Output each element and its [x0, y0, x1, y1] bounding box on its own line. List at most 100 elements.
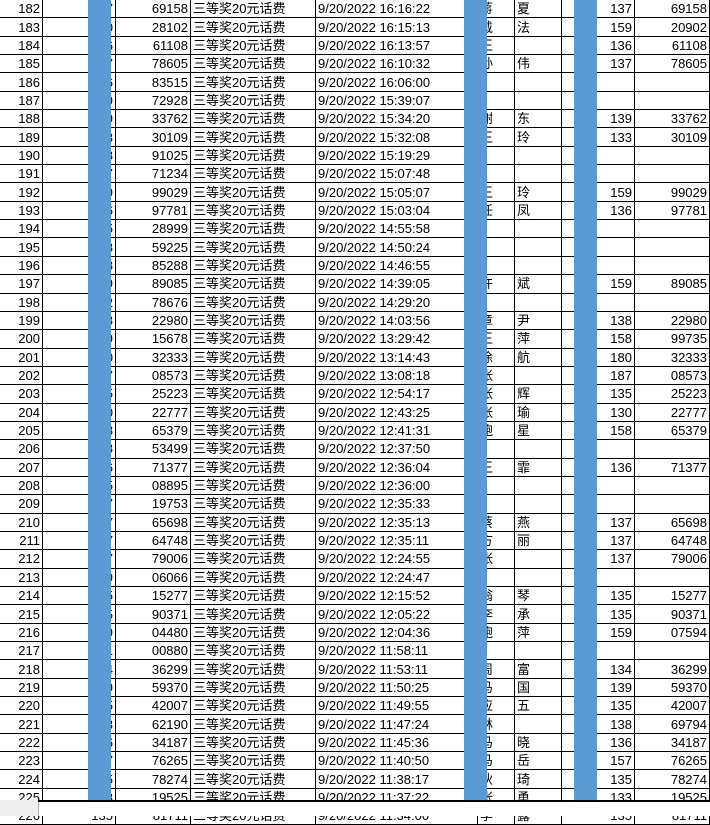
- cell-phone-suffix-2[interactable]: 33762: [635, 110, 710, 128]
- cell-timestamp[interactable]: 9/20/2022 12:04:36: [316, 623, 478, 641]
- cell-phone-prefix-2[interactable]: 130: [562, 403, 635, 421]
- cell-given-name[interactable]: 五: [515, 697, 562, 715]
- cell-phone-suffix[interactable]: 19753: [116, 495, 191, 513]
- cell-timestamp[interactable]: 9/20/2022 11:49:55: [316, 697, 478, 715]
- cell-phone-prefix-2[interactable]: [562, 568, 635, 586]
- cell-phone-suffix[interactable]: 00880: [116, 642, 191, 660]
- cell-prize[interactable]: 三等奖20元话费: [191, 531, 316, 549]
- cell-phone-suffix[interactable]: 78676: [116, 293, 191, 311]
- cell-timestamp[interactable]: 9/20/2022 12:24:55: [316, 550, 478, 568]
- cell-given-name[interactable]: 凤: [515, 201, 562, 219]
- cell-phone-prefix-2[interactable]: 158: [562, 421, 635, 439]
- cell-phone-suffix-2[interactable]: 90371: [635, 605, 710, 623]
- cell-phone-suffix-2[interactable]: [635, 568, 710, 586]
- cell-phone-suffix-2[interactable]: [635, 256, 710, 274]
- cell-phone-prefix-2[interactable]: 135: [562, 697, 635, 715]
- cell-prize[interactable]: 三等奖20元话费: [191, 440, 316, 458]
- cell-phone-prefix-2[interactable]: 159: [562, 183, 635, 201]
- cell-given-name[interactable]: [515, 495, 562, 513]
- cell-prize[interactable]: 三等奖20元话费: [191, 0, 316, 18]
- cell-phone-suffix[interactable]: 69158: [116, 0, 191, 18]
- cell-phone-suffix[interactable]: 61108: [116, 36, 191, 54]
- cell-timestamp[interactable]: 9/20/2022 11:50:25: [316, 678, 478, 696]
- cell-phone-prefix-2[interactable]: 137: [562, 550, 635, 568]
- cell-phone-suffix[interactable]: 25223: [116, 385, 191, 403]
- cell-prize[interactable]: 三等奖20元话费: [191, 55, 316, 73]
- cell-phone-suffix-2[interactable]: [635, 495, 710, 513]
- cell-given-name[interactable]: [515, 91, 562, 109]
- cell-timestamp[interactable]: 9/20/2022 16:16:22: [316, 0, 478, 18]
- cell-given-name[interactable]: [515, 146, 562, 164]
- cell-phone-prefix-2[interactable]: [562, 73, 635, 91]
- cell-given-name[interactable]: 玲: [515, 183, 562, 201]
- cell-phone-prefix-2[interactable]: [562, 256, 635, 274]
- cell-timestamp[interactable]: 9/20/2022 11:58:11: [316, 642, 478, 660]
- cell-phone-prefix-2[interactable]: 135: [562, 385, 635, 403]
- cell-given-name[interactable]: 玲: [515, 128, 562, 146]
- cell-phone-prefix-2[interactable]: [562, 91, 635, 109]
- cell-timestamp[interactable]: 9/20/2022 15:34:20: [316, 110, 478, 128]
- cell-phone-suffix[interactable]: 72928: [116, 91, 191, 109]
- cell-phone-prefix-2[interactable]: 134: [562, 660, 635, 678]
- cell-given-name[interactable]: 丽: [515, 531, 562, 549]
- cell-phone-prefix-2[interactable]: 138: [562, 311, 635, 329]
- cell-given-name[interactable]: [515, 550, 562, 568]
- cell-phone-suffix-2[interactable]: 07594: [635, 623, 710, 641]
- cell-timestamp[interactable]: 9/20/2022 14:39:05: [316, 275, 478, 293]
- cell-given-name[interactable]: 琦: [515, 770, 562, 788]
- cell-prize[interactable]: 三等奖20元话费: [191, 733, 316, 751]
- cell-phone-suffix[interactable]: 15678: [116, 330, 191, 348]
- cell-phone-suffix[interactable]: 42007: [116, 697, 191, 715]
- cell-phone-suffix-2[interactable]: [635, 293, 710, 311]
- cell-phone-prefix-2[interactable]: [562, 476, 635, 494]
- cell-prize[interactable]: 三等奖20元话费: [191, 678, 316, 696]
- cell-prize[interactable]: 三等奖20元话费: [191, 587, 316, 605]
- cell-timestamp[interactable]: 9/20/2022 15:32:08: [316, 128, 478, 146]
- cell-phone-prefix-2[interactable]: 137: [562, 531, 635, 549]
- cell-phone-prefix-2[interactable]: 159: [562, 18, 635, 36]
- cell-phone-suffix[interactable]: 91025: [116, 146, 191, 164]
- cell-phone-suffix-2[interactable]: [635, 440, 710, 458]
- cell-prize[interactable]: 三等奖20元话费: [191, 715, 316, 733]
- cell-phone-suffix-2[interactable]: [635, 476, 710, 494]
- cell-phone-suffix[interactable]: 53499: [116, 440, 191, 458]
- cell-timestamp[interactable]: 9/20/2022 12:37:50: [316, 440, 478, 458]
- cell-prize[interactable]: 三等奖20元话费: [191, 18, 316, 36]
- cell-given-name[interactable]: [515, 256, 562, 274]
- cell-prize[interactable]: 三等奖20元话费: [191, 220, 316, 238]
- cell-phone-suffix[interactable]: 99029: [116, 183, 191, 201]
- cell-given-name[interactable]: 夏: [515, 0, 562, 18]
- cell-phone-suffix[interactable]: 08573: [116, 366, 191, 384]
- cell-phone-suffix-2[interactable]: 89085: [635, 275, 710, 293]
- cell-prize[interactable]: 三等奖20元话费: [191, 330, 316, 348]
- cell-phone-suffix[interactable]: 83515: [116, 73, 191, 91]
- cell-given-name[interactable]: 承: [515, 605, 562, 623]
- cell-given-name[interactable]: 伟: [515, 55, 562, 73]
- cell-prize[interactable]: 三等奖20元话费: [191, 568, 316, 586]
- cell-phone-prefix-2[interactable]: 137: [562, 0, 635, 18]
- cell-phone-prefix-2[interactable]: 137: [562, 513, 635, 531]
- cell-prize[interactable]: 三等奖20元话费: [191, 623, 316, 641]
- cell-phone-suffix-2[interactable]: 69158: [635, 0, 710, 18]
- cell-given-name[interactable]: [515, 293, 562, 311]
- cell-phone-prefix-2[interactable]: [562, 642, 635, 660]
- cell-given-name[interactable]: 琴: [515, 587, 562, 605]
- cell-phone-prefix-2[interactable]: 159: [562, 275, 635, 293]
- cell-given-name[interactable]: 东: [515, 110, 562, 128]
- cell-phone-prefix-2[interactable]: 139: [562, 110, 635, 128]
- selection-bar-phone-prefix[interactable]: [88, 0, 111, 800]
- cell-phone-suffix-2[interactable]: 59370: [635, 678, 710, 696]
- selection-bar-name[interactable]: [464, 0, 487, 800]
- cell-timestamp[interactable]: 9/20/2022 13:14:43: [316, 348, 478, 366]
- cell-phone-suffix[interactable]: 33762: [116, 110, 191, 128]
- cell-timestamp[interactable]: 9/20/2022 13:08:18: [316, 366, 478, 384]
- cell-phone-suffix[interactable]: 28102: [116, 18, 191, 36]
- cell-prize[interactable]: 三等奖20元话费: [191, 385, 316, 403]
- cell-prize[interactable]: 三等奖20元话费: [191, 348, 316, 366]
- cell-prize[interactable]: 三等奖20元话费: [191, 605, 316, 623]
- cell-timestamp[interactable]: 9/20/2022 12:36:04: [316, 458, 478, 476]
- cell-prize[interactable]: 三等奖20元话费: [191, 550, 316, 568]
- cell-timestamp[interactable]: 9/20/2022 16:15:13: [316, 18, 478, 36]
- cell-prize[interactable]: 三等奖20元话费: [191, 660, 316, 678]
